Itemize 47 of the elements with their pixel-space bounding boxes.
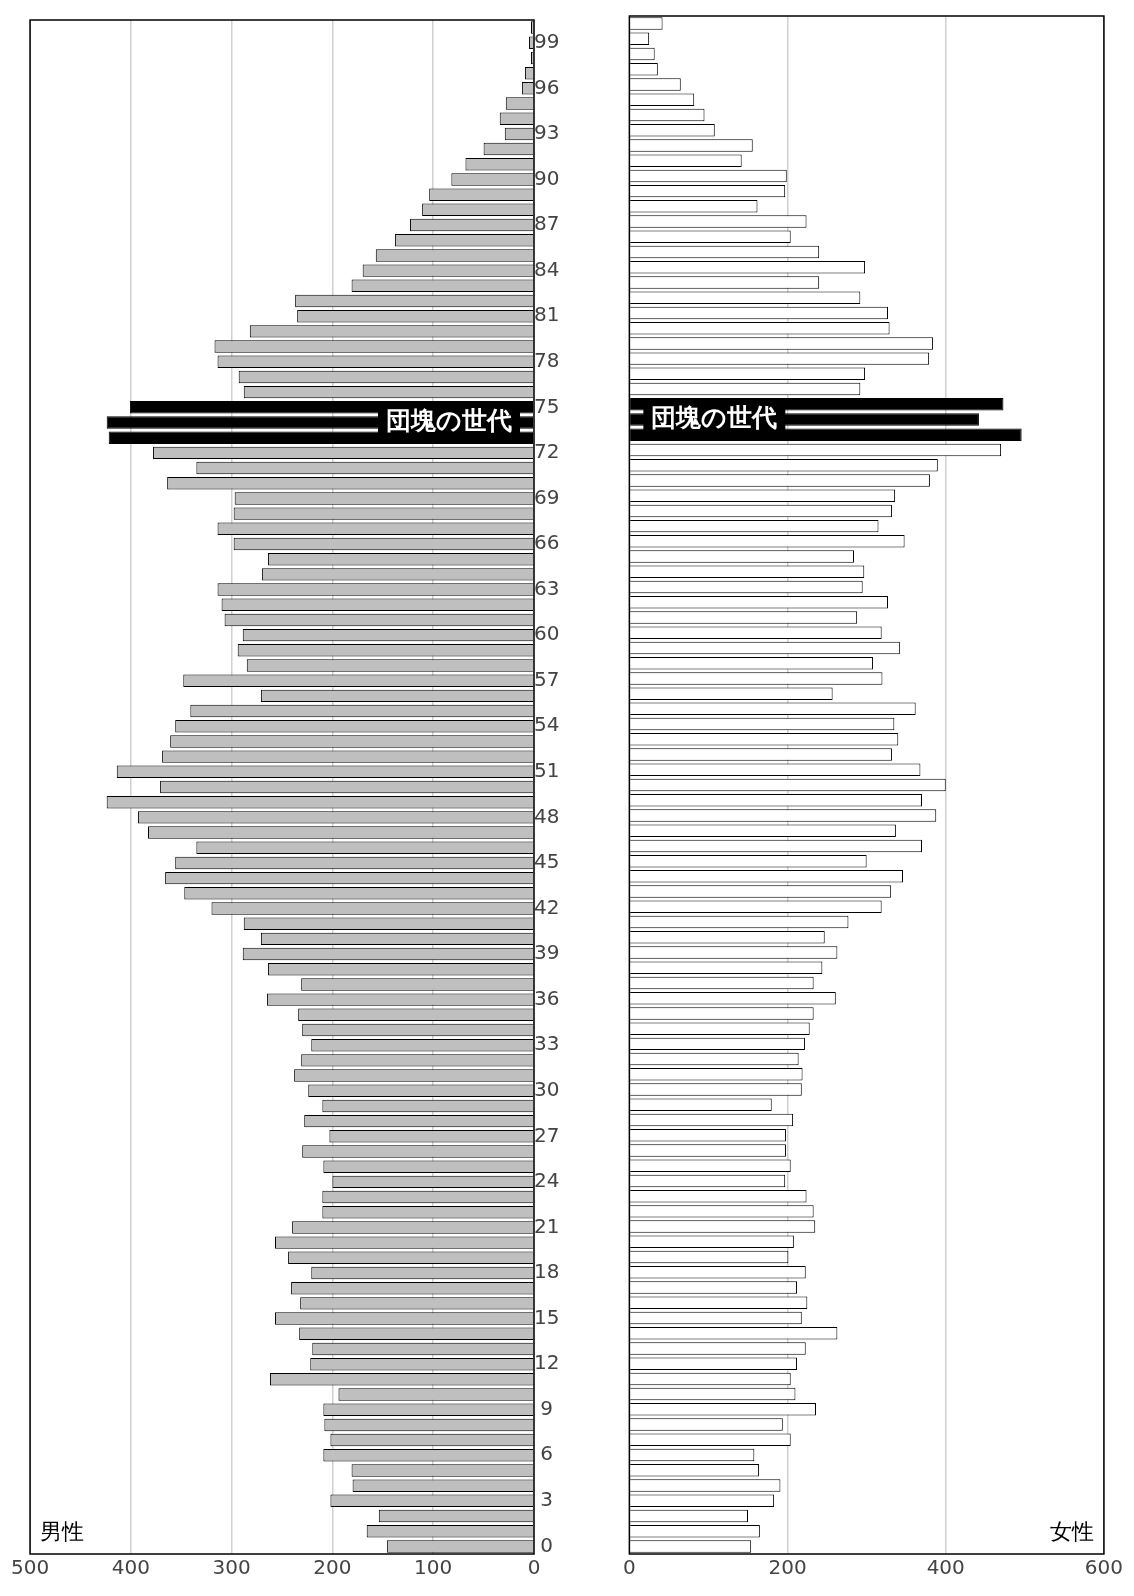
y-tick-label: 60 bbox=[534, 621, 560, 646]
y-tick-label: 90 bbox=[534, 165, 560, 190]
y-tick-label: 66 bbox=[534, 530, 560, 555]
y-tick-label: 78 bbox=[534, 347, 560, 372]
y-tick-label: 18 bbox=[534, 1259, 560, 1284]
x-tick-label: 0 bbox=[623, 1555, 636, 1580]
y-tick-label: 6 bbox=[540, 1441, 554, 1466]
y-tick-label: 93 bbox=[534, 120, 560, 145]
y-tick-label: 27 bbox=[534, 1122, 560, 1147]
y-tick-label: 12 bbox=[534, 1350, 560, 1375]
x-tick-label: 200 bbox=[313, 1555, 352, 1580]
y-tick-label: 33 bbox=[534, 1031, 560, 1056]
y-tick-label: 15 bbox=[534, 1304, 560, 1329]
y-tick-label: 45 bbox=[534, 849, 560, 874]
y-tick-label: 48 bbox=[534, 803, 560, 828]
y-tick-label: 69 bbox=[534, 484, 560, 509]
y-tick-label: 81 bbox=[534, 302, 560, 327]
y-tick-label: 57 bbox=[534, 666, 560, 691]
y-tick-label: 39 bbox=[534, 940, 560, 965]
x-tick-label: 500 bbox=[10, 1555, 50, 1580]
y-tick-label: 0 bbox=[540, 1532, 554, 1557]
y-tick-label: 30 bbox=[534, 1076, 560, 1101]
x-tick-label: 400 bbox=[926, 1555, 965, 1580]
y-tick-label: 63 bbox=[534, 575, 560, 600]
y-tick-label: 72 bbox=[534, 439, 560, 464]
y-tick-label: 96 bbox=[534, 74, 560, 99]
y-tick-label: 87 bbox=[534, 211, 560, 236]
y-tick-label: 84 bbox=[534, 256, 560, 281]
x-tick-label: 100 bbox=[414, 1555, 453, 1580]
annotation: 団塊の世代 bbox=[386, 405, 512, 435]
y-tick-label: 51 bbox=[534, 758, 560, 783]
y-tick-label: 54 bbox=[534, 712, 560, 737]
x-tick-label: 300 bbox=[212, 1555, 251, 1580]
x-tick-label: 400 bbox=[111, 1555, 150, 1580]
annotation: 男性 bbox=[40, 1518, 85, 1544]
x-tick-label: 200 bbox=[768, 1555, 807, 1580]
y-tick-label: 9 bbox=[540, 1395, 554, 1420]
y-tick-label: 3 bbox=[540, 1487, 554, 1512]
y-tick-label: 99 bbox=[534, 28, 560, 53]
y-tick-label: 42 bbox=[534, 894, 560, 919]
y-tick-label: 75 bbox=[534, 393, 560, 418]
x-tick-label: 600 bbox=[1084, 1555, 1124, 1580]
annotation: 女性 bbox=[1049, 1518, 1094, 1544]
y-tick-label: 36 bbox=[534, 985, 560, 1010]
y-tick-label: 24 bbox=[534, 1168, 560, 1193]
annotation: 団塊の世代 bbox=[651, 403, 778, 433]
y-tick-label: 21 bbox=[534, 1213, 560, 1238]
